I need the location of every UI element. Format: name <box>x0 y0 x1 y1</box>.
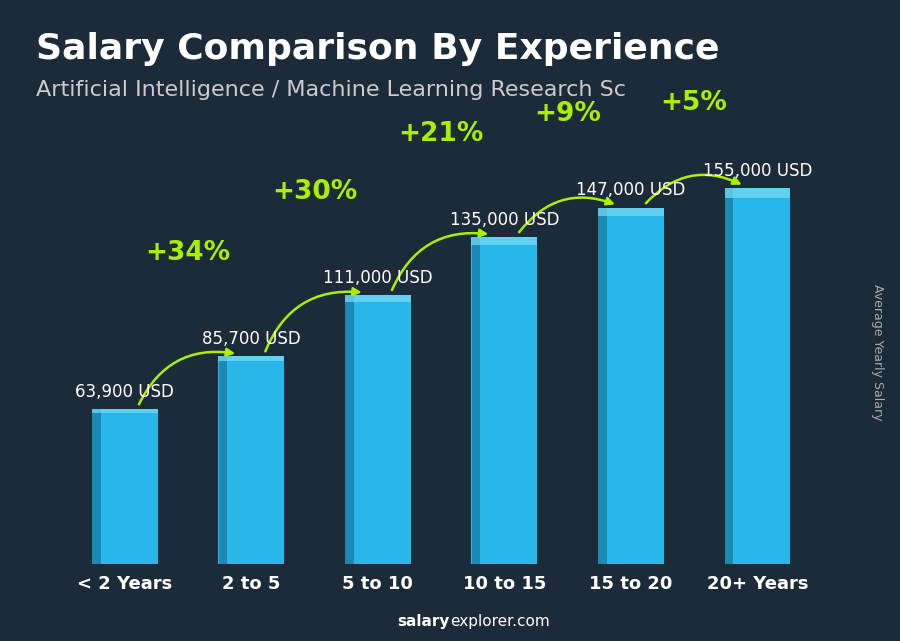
Text: explorer.com: explorer.com <box>450 615 550 629</box>
Bar <box>724 188 790 564</box>
Text: Salary Comparison By Experience: Salary Comparison By Experience <box>36 32 719 66</box>
Bar <box>598 208 664 564</box>
Bar <box>724 188 790 197</box>
Bar <box>724 188 733 564</box>
Text: 135,000 USD: 135,000 USD <box>449 211 559 229</box>
Text: Average Yearly Salary: Average Yearly Salary <box>871 285 884 420</box>
Bar <box>345 295 410 564</box>
Bar <box>598 208 664 217</box>
Text: +9%: +9% <box>534 101 601 127</box>
Bar <box>92 409 101 564</box>
Bar <box>472 237 537 245</box>
Text: +5%: +5% <box>661 90 727 117</box>
Bar <box>472 237 537 564</box>
Text: 111,000 USD: 111,000 USD <box>323 269 433 287</box>
Bar <box>218 356 284 362</box>
Bar <box>345 295 410 302</box>
Text: +34%: +34% <box>145 240 230 267</box>
Text: 155,000 USD: 155,000 USD <box>703 162 812 180</box>
Text: Artificial Intelligence / Machine Learning Research Sc: Artificial Intelligence / Machine Learni… <box>36 80 626 100</box>
Text: +21%: +21% <box>399 121 483 147</box>
Bar <box>219 356 227 564</box>
Bar <box>92 409 158 413</box>
Text: 85,700 USD: 85,700 USD <box>202 330 301 348</box>
Bar <box>218 356 284 564</box>
Text: 147,000 USD: 147,000 USD <box>576 181 686 199</box>
Text: 63,900 USD: 63,900 USD <box>76 383 174 401</box>
Bar <box>472 237 481 564</box>
Bar <box>92 409 158 564</box>
Bar <box>345 295 354 564</box>
Bar <box>598 208 607 564</box>
Text: +30%: +30% <box>272 179 357 205</box>
Text: salary: salary <box>398 615 450 629</box>
